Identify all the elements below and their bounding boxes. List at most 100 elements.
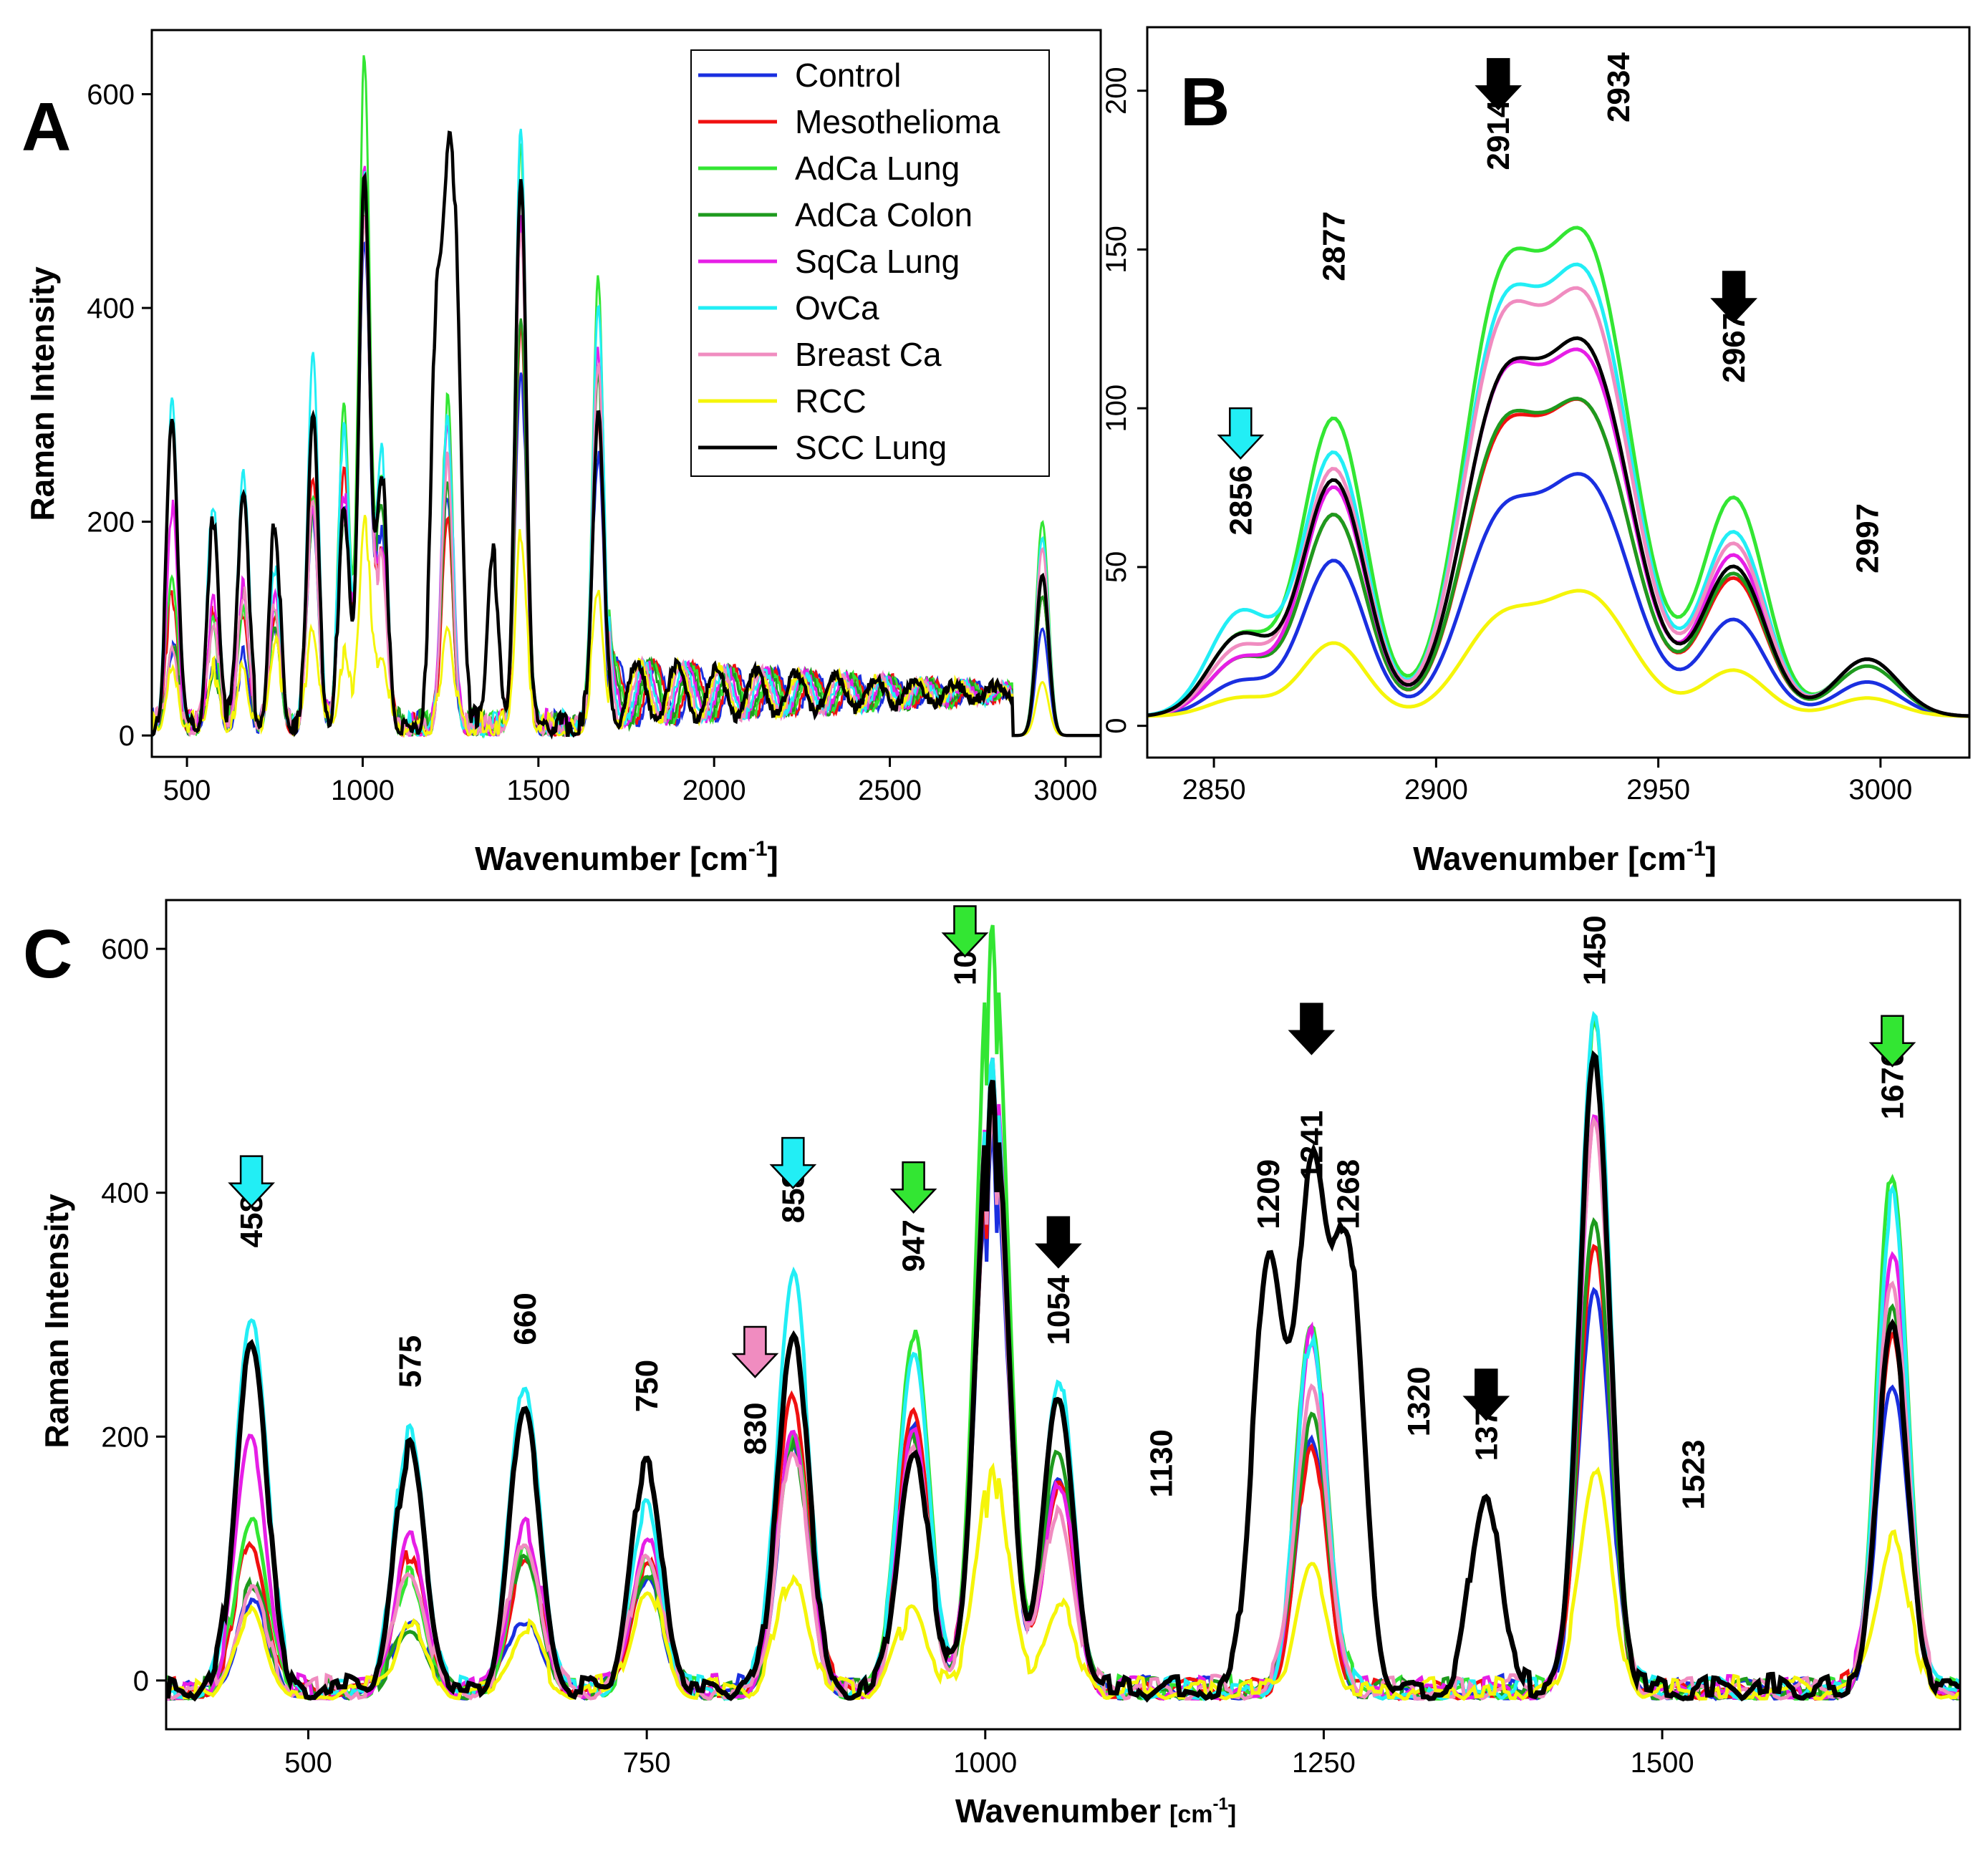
legend-label-scc-lung: SCC Lung [795,429,947,466]
panel-b-ytick-label-0: 0 [1101,718,1132,734]
panel-c-series-scc-lung [165,1050,1960,1703]
panel-c-ytick-label-0: 0 [133,1666,149,1697]
panel-c-arrow-947 [889,1161,937,1214]
panel-b-xlabel: Wavenumber [cm-1] [1413,837,1717,877]
panel-c-xtick-label-500: 500 [284,1747,332,1779]
panel-c-ann-1130: 1130 [1144,1429,1179,1497]
panel-a-xtick-label-2000: 2000 [682,775,746,806]
panel-b-arrow-2967 [1710,271,1757,324]
panel-b-series [1147,226,1969,718]
legend-label-adca-colon: AdCa Colon [795,196,973,233]
panel-b-arrow-2856 [1217,407,1265,460]
panel-c-ann-750: 750 [629,1360,665,1412]
panel-c-ytick-label-400: 400 [101,1178,149,1209]
panel-b-ytick-label-200: 200 [1101,67,1132,115]
panel-a-xtick-label-1000: 1000 [331,775,395,806]
panel-a-ytick-label-0: 0 [119,720,135,752]
panel-c-xtick-label-750: 750 [623,1747,671,1779]
panel-a-xtick-label-3000: 3000 [1033,775,1097,806]
panel-c-series [165,924,1961,1703]
panel-b: 2850 2900 2950 3000 0 50 100 150 200 Wavenumber … [1101,26,1971,877]
panel-c-ann-575: 575 [392,1335,428,1388]
panel-c-ticks: 500 750 1000 1250 1500 0 200 400 600 [101,934,1694,1779]
panel-a-xtick-label-2500: 2500 [858,775,922,806]
panel-b-series-rcc [1147,589,1969,718]
panel-b-ann-2934: 2934 [1601,52,1636,122]
legend-label-mesothelioma: Mesothelioma [795,103,1000,140]
panel-a-legend: Control Mesothelioma AdCa Lung AdCa Colon Sq… [690,49,1050,477]
panel-b-ytick-label-150: 150 [1101,226,1132,274]
panel-c-frame [165,899,1962,1731]
panel-b-series-mesothelioma [1147,397,1969,718]
panel-letter-a: A [21,89,71,165]
panel-b-arrow-2914 [1475,58,1523,111]
panel-b-series-control [1147,472,1969,718]
panel-b-ann-2914: 2914 [1481,100,1516,170]
panel-c-ann-1450: 1450 [1578,915,1613,985]
panel-c-arrow-858 [769,1136,817,1189]
panel-b-xtick-label-2900: 2900 [1404,774,1468,806]
legend-label-sqca-lung: SqCa Lung [795,243,960,280]
panel-c: 500 750 1000 1250 1500 0 200 400 600 Raman Inten… [38,899,1962,1830]
panel-b-xtick-label-2850: 2850 [1182,774,1246,806]
panel-c-ann-660: 660 [508,1292,543,1345]
panel-c-ytick-label-200: 200 [101,1421,149,1453]
panel-a-xtick-label-1500: 1500 [506,775,570,806]
panel-c-arrow-1054 [1034,1216,1082,1269]
panel-a-ticks: 500 1000 1500 2000 2500 3000 0 200 400 600 [87,79,1097,806]
panel-a-frame [150,29,1102,758]
panel-a-ytick-label-200: 200 [87,507,135,538]
legend-label-ovca: OvCa [795,289,879,327]
panel-c-arrow-1241 [1288,1002,1336,1055]
panel-b-ann-2997: 2997 [1850,503,1885,574]
panel-c-arrow-1370 [1462,1368,1510,1421]
panel-c-ann-947: 947 [897,1219,932,1272]
panel-b-ann-2856: 2856 [1223,465,1258,536]
panel-c-ylabel: Raman Intensity [38,1194,75,1449]
panel-c-ann-1209: 1209 [1251,1159,1286,1229]
panel-b-annotations: 2856 2877 2914 2934 2967 2997 [1217,52,1885,574]
panel-b-ticks: 2850 2900 2950 3000 0 50 100 150 200 [1101,67,1912,806]
panel-c-arrow-1670 [1868,1015,1916,1068]
panel-c-arrow-830 [731,1325,779,1378]
panel-letter-c: C [23,916,72,992]
panel-c-ytick-label-600: 600 [101,934,149,965]
panel-a-xlabel: Wavenumber [cm-1] [475,837,778,877]
panel-c-xtick-label-1000: 1000 [953,1747,1017,1779]
panel-a-ytick-label-600: 600 [87,79,135,111]
panel-c-xtick-label-1500: 1500 [1631,1747,1694,1779]
panel-b-ann-2967: 2967 [1717,313,1752,383]
panel-c-xlabel: Wavenumber [cm-1] [955,1792,1236,1830]
panel-b-series-adca-lung [1147,226,1969,718]
panel-c-ann-1320: 1320 [1401,1366,1437,1436]
panel-a-ylabel: Raman Intensity [24,266,61,521]
panel-c-arrow-1005 [941,905,989,958]
panel-c-series-ovca [165,1010,1961,1702]
legend-label-control: Control [795,57,901,94]
panel-b-ytick-label-100: 100 [1101,385,1132,432]
panel-c-series-sqca-lung [166,1057,1960,1701]
panel-a-series [150,55,1101,740]
panel-c-ann-830: 830 [738,1402,773,1454]
panel-c-ann-1268: 1268 [1331,1159,1366,1229]
panel-c-annotations: 4585756607508308589471005105411301209124… [228,905,1916,1510]
panel-b-series-scc-lung [1147,336,1969,718]
panel-a-series-ovca [150,128,1101,739]
panel-a-xtick-label-500: 500 [163,775,211,806]
panel-c-series-breast-ca [165,1114,1961,1701]
panel-b-xtick-label-2950: 2950 [1626,774,1690,806]
panel-b-ytick-label-50: 50 [1101,551,1132,584]
legend-label-adca-lung: AdCa Lung [795,150,960,187]
panel-c-arrow-458 [228,1155,275,1208]
panel-a: 500 1000 1500 2000 2500 3000 0 200 400 600 Raman … [24,29,1102,877]
panel-c-ann-1523: 1523 [1676,1440,1712,1510]
legend-label-breast-ca: Breast Ca [795,336,942,373]
panel-a-series-scc-lung [151,130,1101,740]
panel-b-xtick-label-3000: 3000 [1848,774,1912,806]
panel-c-xtick-label-1250: 1250 [1292,1747,1356,1779]
panel-b-ann-2877: 2877 [1317,211,1352,281]
panel-b-frame [1146,26,1971,759]
panel-letter-b: B [1180,64,1230,140]
